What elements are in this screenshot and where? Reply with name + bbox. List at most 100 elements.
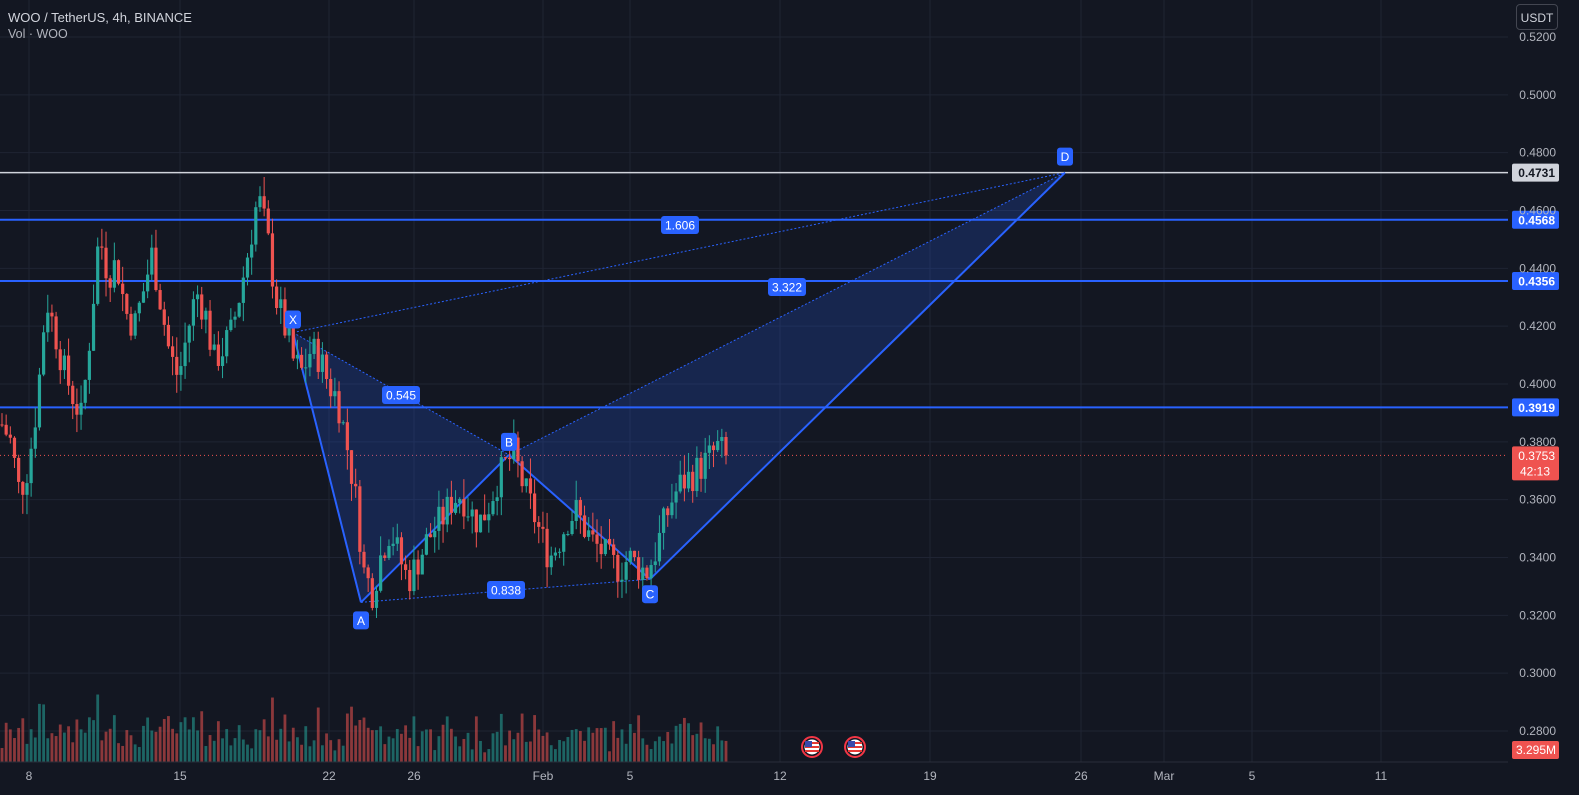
chart-grid: [0, 0, 1508, 762]
volume-indicator-title[interactable]: Vol · WOO: [8, 27, 68, 41]
volume-bar: [562, 741, 566, 762]
volume-bar: [603, 727, 607, 762]
volume-bar: [678, 723, 682, 762]
time-tick-label: Mar: [1154, 769, 1175, 783]
volume-bar: [416, 746, 420, 762]
candle-body: [25, 483, 29, 495]
volume-bar: [578, 731, 582, 762]
candle-body: [595, 534, 599, 544]
volume-bar: [624, 743, 628, 762]
volume-bar: [150, 730, 154, 762]
volume-bar: [300, 744, 303, 762]
volume-bar: [583, 740, 586, 762]
volume-bar: [529, 741, 532, 762]
candle-body: [62, 355, 67, 371]
volume-bar: [67, 726, 70, 762]
candle-body: [620, 579, 624, 582]
candle-body: [79, 402, 83, 415]
candle-body: [29, 448, 33, 484]
volume-bar: [379, 726, 383, 762]
candle-body: [645, 567, 649, 579]
xabcd-pattern[interactable]: [292, 171, 1066, 604]
candle-body: [428, 534, 433, 538]
candle-body: [287, 328, 291, 336]
candle-body: [0, 424, 4, 426]
candle-body: [96, 246, 100, 304]
volume-bar: [549, 745, 553, 762]
point-label: D: [1061, 150, 1070, 164]
volume-bar: [437, 736, 441, 762]
candle-body: [412, 559, 416, 592]
economic-events[interactable]: [801, 736, 866, 758]
volume-bar: [454, 736, 457, 762]
candle-body: [58, 349, 62, 371]
time-tick-label: 15: [173, 769, 187, 783]
candle-body: [395, 537, 399, 544]
time-tick-label: 12: [773, 769, 787, 783]
candle-body: [141, 291, 146, 303]
candle-body: [237, 302, 241, 317]
price-tick-label: 0.3000: [1519, 666, 1556, 680]
candle-body: [607, 538, 612, 545]
symbol-title[interactable]: WOO / TetherUS, 4h, BINANCE: [8, 10, 192, 25]
point-label: X: [289, 313, 297, 327]
price-tick-label: 0.4400: [1519, 261, 1556, 275]
candle-body: [470, 509, 474, 517]
volume-bar: [341, 745, 345, 762]
candle-body: [495, 497, 499, 502]
volume-bar: [720, 740, 724, 762]
ratio-badge: [661, 216, 699, 234]
candle-body: [591, 530, 595, 535]
price-level-label: 0.4731: [1518, 166, 1555, 180]
volume-bar: [196, 730, 199, 762]
currency-button[interactable]: USDT: [1516, 4, 1558, 30]
volume-bar: [599, 728, 603, 762]
volume-bar: [466, 732, 470, 762]
volume-bar: [137, 747, 141, 762]
candle-body: [516, 437, 520, 462]
candle-body: [46, 312, 50, 333]
volume-bar: [491, 733, 495, 762]
candle-body: [212, 344, 216, 350]
candle-body: [657, 532, 662, 562]
volume-bar: [50, 733, 54, 762]
volume-bar: [495, 731, 499, 762]
volume-bar: [208, 735, 212, 762]
volume-bar: [703, 738, 707, 762]
volume-bar: [366, 727, 370, 762]
ratio-label: 1.606: [665, 219, 695, 233]
pattern-leg: [292, 332, 362, 603]
time-tick-label: 26: [407, 769, 421, 783]
time-tick-label: 8: [26, 769, 33, 783]
volume-bar: [304, 726, 308, 762]
chart-legend: WOO / TetherUS, 4h, BINANCE Vol · WOO: [8, 9, 192, 43]
candle-body: [83, 379, 87, 403]
candle-body: [686, 471, 691, 489]
bar-countdown: 42:13: [1520, 464, 1550, 478]
volume-bar: [312, 740, 316, 762]
time-axis[interactable]: 8 15 22 26 Feb 5 12 19 26 Mar 5 11: [0, 761, 1508, 783]
volume-bar: [620, 729, 624, 762]
candle-body: [295, 354, 300, 359]
volume-bar: [358, 719, 362, 762]
volume-bar: [404, 725, 408, 762]
point-badge: [501, 432, 517, 451]
volume-bar: [412, 716, 416, 762]
price-tick-label: 0.4800: [1519, 146, 1556, 160]
volume-bar: [225, 729, 229, 762]
candle-body: [66, 355, 71, 386]
flag-canton: [805, 741, 812, 747]
xabcd-labels[interactable]: 0.545 0.838 3.322 1.606 X A B C D: [285, 147, 1073, 630]
candle-body: [695, 457, 699, 492]
candle-body: [503, 457, 508, 459]
volume-bar: [83, 732, 87, 762]
candle-body: [483, 514, 487, 521]
candle-body: [374, 590, 379, 608]
price-axis[interactable]: 0.5200 0.5000 0.4800 0.4600 0.4400 0.4200 0.40…: [1519, 30, 1556, 738]
candle-body: [670, 502, 674, 516]
pattern-ratio-line: [292, 172, 1066, 334]
volume-bar: [574, 729, 578, 762]
candle-body: [220, 356, 225, 366]
